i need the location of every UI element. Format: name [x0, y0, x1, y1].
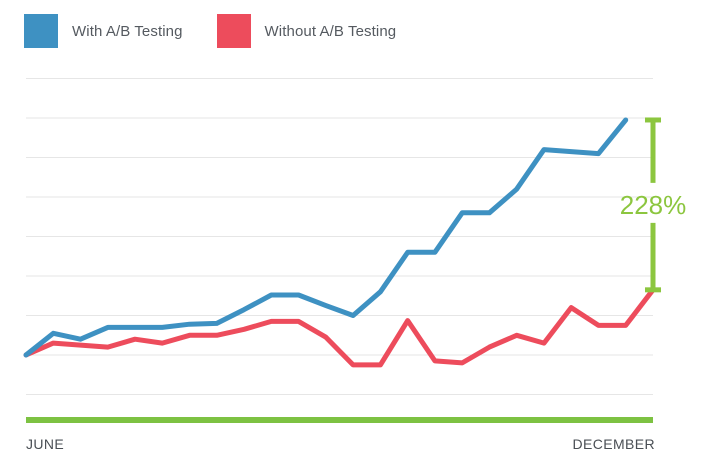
- series-line-with-a-b-testing: [23, 117, 629, 358]
- legend-swatch-with-ab: [24, 14, 58, 48]
- legend-item-without-ab: Without A/B Testing: [216, 14, 397, 48]
- series-line-without-a-b-testing: [23, 287, 656, 368]
- annotation-layer: 228%: [620, 117, 687, 293]
- x-axis-end-label: DECEMBER: [572, 436, 655, 452]
- annotation-label: 228%: [620, 190, 687, 220]
- legend-swatch-without-ab: [216, 14, 251, 48]
- grid-lines: [26, 78, 653, 395]
- series-layer: [23, 117, 656, 368]
- legend-item-with-ab: With A/B Testing: [24, 14, 183, 48]
- x-axis-start-label: JUNE: [26, 436, 64, 452]
- legend-label-with-ab: With A/B Testing: [72, 22, 183, 40]
- legend-label-without-ab: Without A/B Testing: [264, 22, 397, 40]
- legend: With A/B Testing Without A/B Testing: [24, 14, 430, 48]
